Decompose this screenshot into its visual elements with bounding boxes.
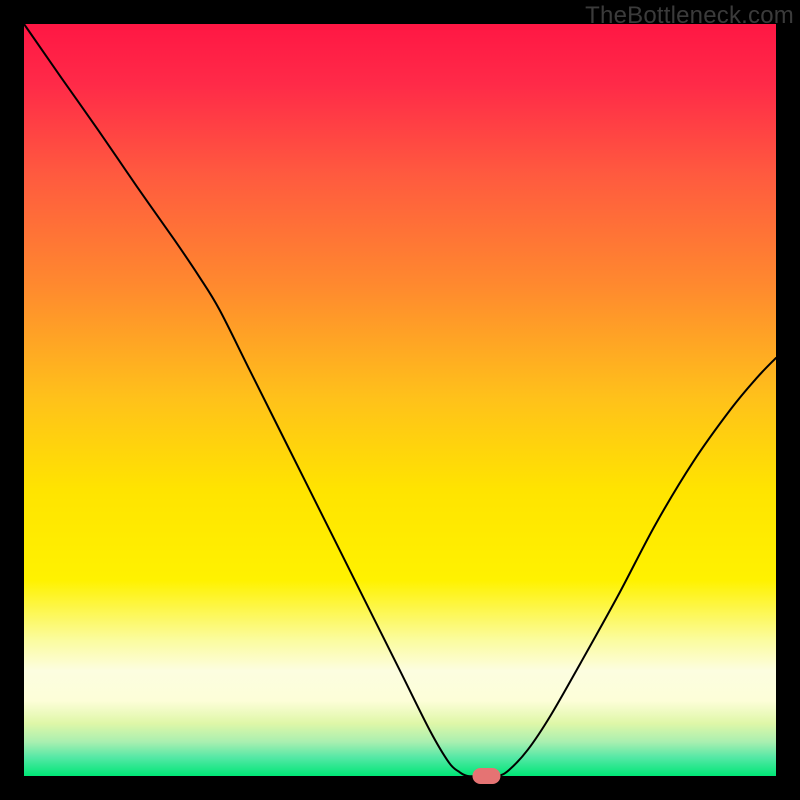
chart-container: TheBottleneck.com: [0, 0, 800, 800]
watermark-text: TheBottleneck.com: [585, 2, 794, 30]
optimal-marker: [472, 768, 500, 784]
bottleneck-chart: [0, 0, 800, 800]
chart-background-gradient: [24, 24, 776, 776]
